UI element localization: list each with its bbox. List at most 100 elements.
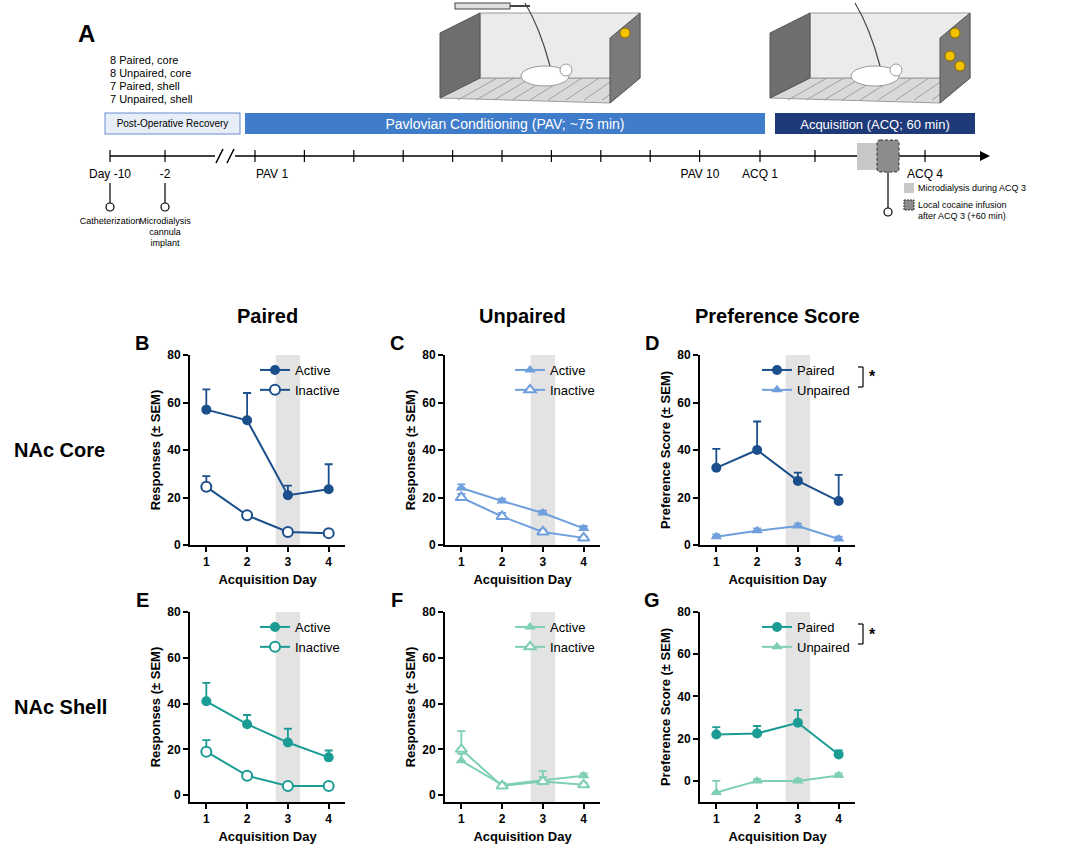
svg-text:40: 40 — [167, 697, 181, 711]
svg-text:Active: Active — [550, 620, 585, 635]
svg-text:3: 3 — [540, 555, 547, 569]
svg-text:3: 3 — [285, 555, 292, 569]
svg-text:Acquisition (ACQ; 60 min): Acquisition (ACQ; 60 min) — [800, 117, 950, 132]
svg-text:3: 3 — [285, 812, 292, 826]
svg-text:40: 40 — [677, 690, 691, 704]
svg-text:Responses (± SEM): Responses (± SEM) — [148, 390, 163, 511]
svg-text:7 Unpaired, shell: 7 Unpaired, shell — [110, 93, 193, 105]
svg-text:40: 40 — [677, 443, 691, 457]
svg-text:2: 2 — [754, 555, 761, 569]
svg-text:40: 40 — [422, 443, 436, 457]
svg-text:20: 20 — [422, 491, 436, 505]
svg-text:Responses (± SEM): Responses (± SEM) — [403, 647, 418, 768]
svg-text:8 Paired, core: 8 Paired, core — [110, 54, 178, 66]
svg-text:E: E — [136, 589, 149, 611]
svg-text:80: 80 — [422, 348, 436, 362]
svg-text:60: 60 — [422, 651, 436, 665]
svg-text:Microdialysis: Microdialysis — [139, 216, 191, 226]
svg-text:Unpaired: Unpaired — [797, 383, 850, 398]
svg-text:1: 1 — [203, 555, 210, 569]
svg-text:Paired: Paired — [797, 363, 835, 378]
svg-text:ACQ 1: ACQ 1 — [742, 167, 778, 181]
svg-text:ACQ 4: ACQ 4 — [907, 167, 943, 181]
svg-text:F: F — [391, 589, 403, 611]
svg-text:Preference Score (± SEM): Preference Score (± SEM) — [658, 371, 673, 529]
svg-text:Catheterization: Catheterization — [80, 216, 141, 226]
svg-text:Preference Score: Preference Score — [695, 305, 860, 327]
svg-text:NAc Shell: NAc Shell — [14, 696, 107, 718]
svg-text:4: 4 — [835, 555, 842, 569]
svg-text:1: 1 — [713, 555, 720, 569]
svg-text:Acquisition Day: Acquisition Day — [473, 572, 572, 587]
svg-text:7 Paired, shell: 7 Paired, shell — [110, 80, 180, 92]
svg-text:80: 80 — [422, 605, 436, 619]
svg-text:Day -10: Day -10 — [89, 167, 131, 181]
svg-text:0: 0 — [684, 774, 691, 788]
svg-text:60: 60 — [422, 396, 436, 410]
svg-text:Acquisition Day: Acquisition Day — [473, 829, 572, 844]
svg-text:Acquisition Day: Acquisition Day — [728, 829, 827, 844]
svg-text:1: 1 — [203, 812, 210, 826]
svg-text:20: 20 — [677, 491, 691, 505]
svg-text:3: 3 — [540, 812, 547, 826]
svg-text:2: 2 — [244, 555, 251, 569]
svg-text:Acquisition Day: Acquisition Day — [218, 572, 317, 587]
svg-text:Local cocaine infusion: Local cocaine infusion — [918, 200, 1007, 210]
svg-text:2: 2 — [754, 812, 761, 826]
svg-text:20: 20 — [167, 491, 181, 505]
svg-text:0: 0 — [174, 538, 181, 552]
svg-text:Unpaired: Unpaired — [797, 640, 850, 655]
svg-text:8 Unpaired, core: 8 Unpaired, core — [110, 67, 191, 79]
svg-text:NAc Core: NAc Core — [14, 439, 105, 461]
svg-text:40: 40 — [422, 697, 436, 711]
svg-text:Preference Score (± SEM): Preference Score (± SEM) — [658, 628, 673, 786]
svg-text:20: 20 — [677, 732, 691, 746]
svg-text:Acquisition Day: Acquisition Day — [728, 572, 827, 587]
svg-text:3: 3 — [795, 812, 802, 826]
svg-text:PAV 1: PAV 1 — [256, 167, 289, 181]
svg-text:60: 60 — [167, 396, 181, 410]
svg-text:Responses (± SEM): Responses (± SEM) — [403, 390, 418, 511]
svg-text:80: 80 — [167, 348, 181, 362]
svg-text:20: 20 — [167, 743, 181, 757]
svg-text:0: 0 — [684, 538, 691, 552]
svg-text:B: B — [135, 332, 149, 354]
svg-text:D: D — [645, 332, 659, 354]
svg-text:60: 60 — [677, 647, 691, 661]
svg-text:80: 80 — [677, 605, 691, 619]
svg-text:after ACQ 3 (+60 min): after ACQ 3 (+60 min) — [918, 211, 1006, 221]
svg-text:Post-Operative Recovery: Post-Operative Recovery — [117, 118, 229, 129]
svg-text:40: 40 — [167, 443, 181, 457]
svg-text:1: 1 — [458, 812, 465, 826]
svg-text:3: 3 — [795, 555, 802, 569]
svg-text:C: C — [390, 332, 404, 354]
svg-text:Inactive: Inactive — [295, 640, 340, 655]
svg-text:80: 80 — [677, 348, 691, 362]
svg-text:60: 60 — [167, 651, 181, 665]
svg-text:0: 0 — [429, 788, 436, 802]
svg-text:Paired: Paired — [237, 305, 298, 327]
svg-text:Microdialysis during ACQ 3: Microdialysis during ACQ 3 — [918, 183, 1026, 193]
svg-text:Paired: Paired — [797, 620, 835, 635]
svg-text:0: 0 — [174, 788, 181, 802]
svg-text:60: 60 — [677, 396, 691, 410]
svg-text:Acquisition Day: Acquisition Day — [218, 829, 317, 844]
svg-text:Unpaired: Unpaired — [479, 305, 566, 327]
svg-text:4: 4 — [580, 812, 587, 826]
svg-text:PAV 10: PAV 10 — [681, 167, 720, 181]
svg-text:0: 0 — [429, 538, 436, 552]
svg-text:Active: Active — [295, 363, 330, 378]
svg-text:Active: Active — [295, 620, 330, 635]
svg-text:A: A — [78, 20, 95, 47]
svg-text:implant: implant — [150, 238, 180, 248]
svg-text:Inactive: Inactive — [550, 383, 595, 398]
svg-text:4: 4 — [325, 812, 332, 826]
svg-text:cannula: cannula — [149, 227, 181, 237]
svg-text:Active: Active — [550, 363, 585, 378]
svg-text:2: 2 — [499, 555, 506, 569]
svg-text:1: 1 — [713, 812, 720, 826]
svg-text:*: * — [869, 368, 876, 385]
svg-text:20: 20 — [422, 743, 436, 757]
svg-text:80: 80 — [167, 605, 181, 619]
svg-text:G: G — [644, 589, 660, 611]
